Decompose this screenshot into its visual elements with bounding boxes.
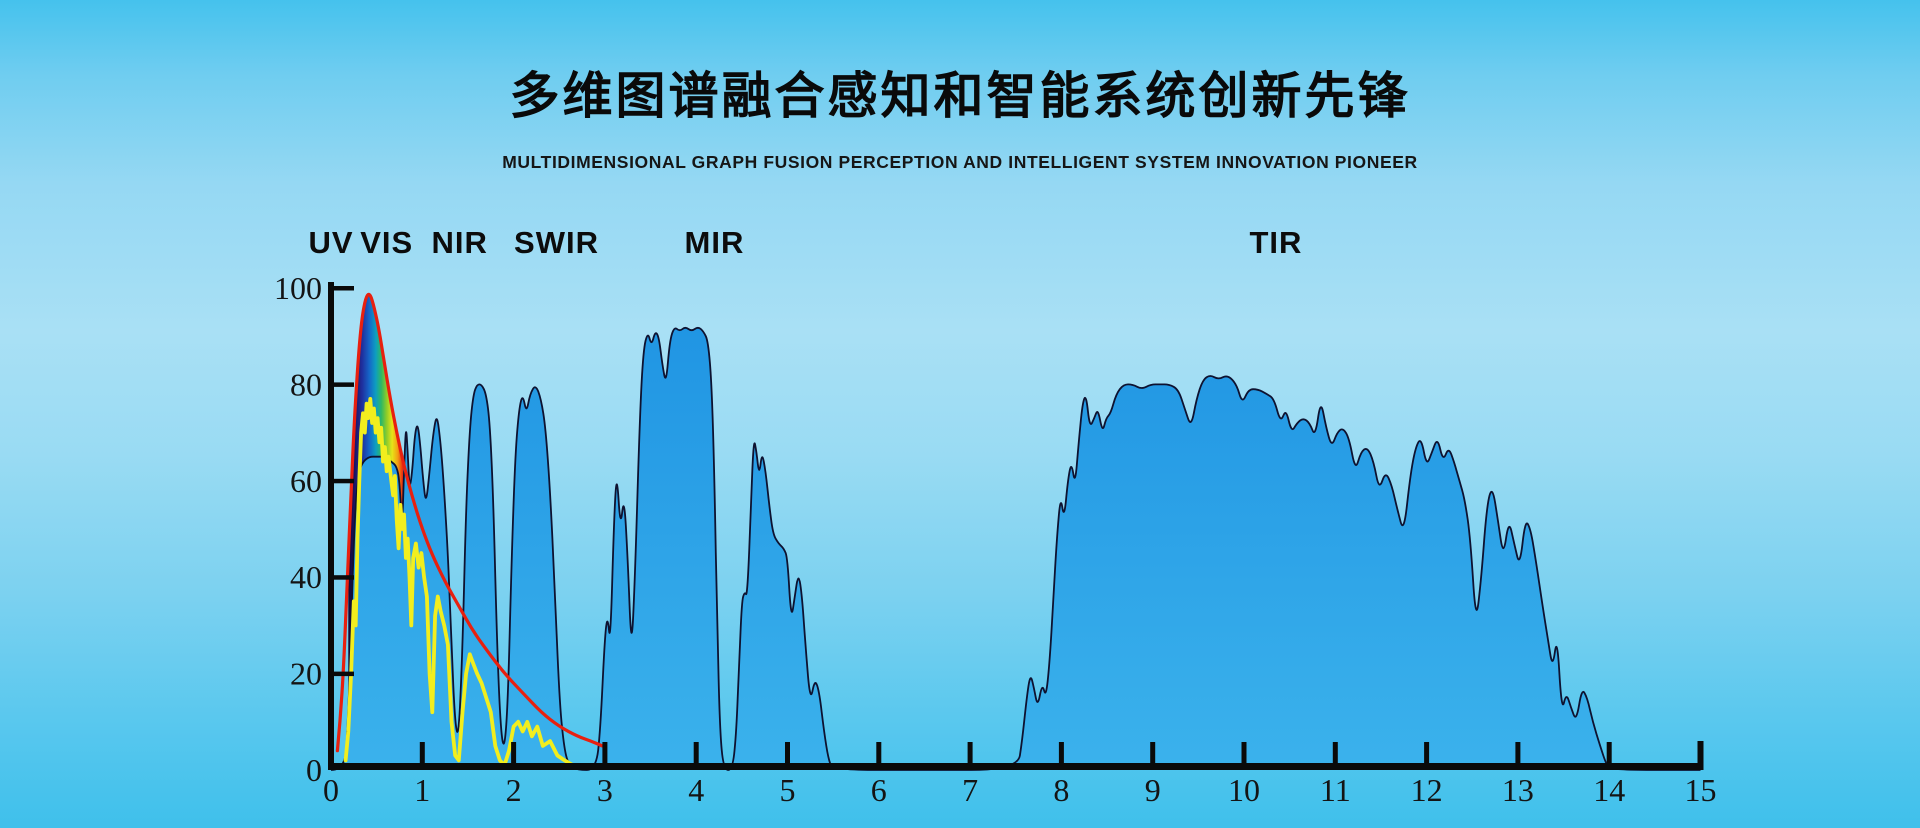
x-tick <box>967 742 973 763</box>
y-tick-label: 100 <box>274 270 322 306</box>
x-tick <box>1150 742 1156 763</box>
x-axis-line <box>328 763 1704 770</box>
y-tick <box>334 575 354 580</box>
y-tick <box>334 478 354 484</box>
solar-irradiance-ground-curve <box>343 397 584 768</box>
y-tick-label: 40 <box>290 559 322 595</box>
x-tick-label: 0 <box>323 772 339 808</box>
x-tick-label: 10 <box>1228 772 1260 808</box>
x-tick <box>1515 742 1521 763</box>
x-tick-label: 7 <box>962 772 978 808</box>
y-tick-label: 20 <box>290 656 322 692</box>
page-subtitle: MULTIDIMENSIONAL GRAPH FUSION PERCEPTION… <box>502 152 1418 172</box>
y-tick-label: 60 <box>290 463 322 499</box>
band-label-nir: NIR <box>432 225 488 260</box>
x-tick-label: 5 <box>780 772 796 808</box>
solar-irradiance-top-curve <box>335 292 604 753</box>
x-tick-label: 9 <box>1145 772 1161 808</box>
x-tick-label: 4 <box>688 772 704 808</box>
x-tick-label: 11 <box>1320 772 1351 808</box>
x-tick <box>1606 742 1612 763</box>
x-tick <box>1424 742 1430 763</box>
band-label-mir: MIR <box>685 225 745 260</box>
band-label-vis: VIS <box>360 225 413 260</box>
atmospheric-transmission-area <box>331 327 1701 770</box>
page-title: 多维图谱融合感知和智能系统创新先锋 <box>509 68 1411 124</box>
x-tick-label: 1 <box>414 772 430 808</box>
x-tick <box>876 742 882 763</box>
x-tick-label: 8 <box>1053 772 1069 808</box>
x-tick <box>785 742 790 763</box>
y-tick-label: 0 <box>306 752 322 788</box>
band-label-uv: UV <box>308 225 353 260</box>
x-tick-label: 14 <box>1593 772 1625 808</box>
x-tick-label: 12 <box>1411 772 1443 808</box>
y-axis-line <box>328 282 334 770</box>
x-tick <box>1058 742 1064 763</box>
x-tick <box>602 742 608 763</box>
band-label-tir: TIR <box>1249 225 1302 260</box>
x-tick <box>1241 742 1247 763</box>
x-tick-label: 2 <box>506 772 522 808</box>
x-tick-label: 6 <box>871 772 887 808</box>
x-tick-label: 15 <box>1685 772 1717 808</box>
x-tick <box>419 742 425 763</box>
band-label-swir: SWIR <box>514 225 599 260</box>
y-tick <box>334 671 354 677</box>
y-tick <box>334 286 354 291</box>
x-axis-end-cap <box>1697 741 1704 770</box>
x-tick-label: 13 <box>1502 772 1534 808</box>
x-tick <box>511 742 517 763</box>
atmosphere-outline <box>330 326 1701 771</box>
y-tick-label: 80 <box>290 366 322 402</box>
x-tick <box>1332 742 1338 763</box>
x-tick-label: 3 <box>597 772 613 808</box>
x-tick <box>693 742 699 763</box>
y-tick <box>334 382 354 387</box>
